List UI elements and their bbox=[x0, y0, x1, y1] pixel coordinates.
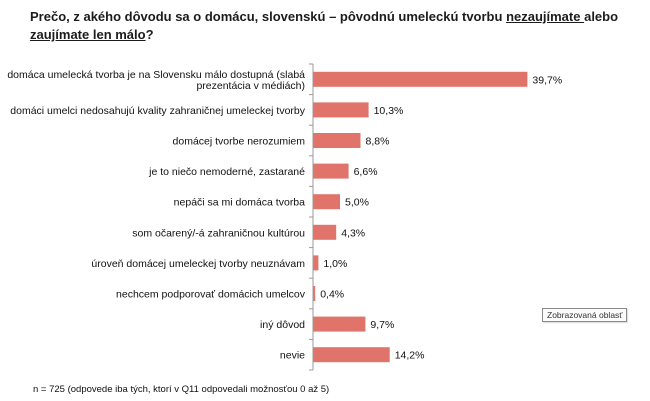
value-label-9: 14,2% bbox=[395, 350, 425, 362]
title-underlined-2: zaujímate len málo bbox=[30, 27, 146, 42]
bar-4 bbox=[313, 194, 340, 210]
category-label-8: iný dôvod bbox=[260, 319, 305, 331]
category-label-2: domácej tvorbe nerozumiem bbox=[173, 136, 306, 148]
value-label-8: 9,7% bbox=[370, 319, 394, 331]
category-label-6: úroveň domácej umeleckej tvorby neuznáva… bbox=[91, 258, 305, 270]
title-underlined-1: nezaujímate bbox=[506, 9, 585, 24]
category-label-7: nechcem podporovať domácich umelcov bbox=[116, 289, 306, 301]
bar-6 bbox=[313, 255, 319, 271]
category-label-3: je to niečo nemoderné, zastarané bbox=[148, 166, 305, 178]
value-label-3: 6,6% bbox=[354, 166, 378, 178]
category-label-0-line-1: prezentácia v médiách) bbox=[196, 80, 305, 92]
footnote: n = 725 (odpovede iba tých, ktorí v Q11 … bbox=[33, 384, 330, 395]
title-part-3: ? bbox=[145, 27, 154, 42]
bar-7 bbox=[313, 286, 316, 301]
bar-0 bbox=[313, 71, 528, 87]
category-label-0-line-0: domáca umelecká tvorba je na Slovensku m… bbox=[7, 69, 305, 81]
category-label-5: som očarený/-á zahraničnou kultúrou bbox=[132, 227, 305, 239]
bar-5 bbox=[313, 224, 337, 240]
value-label-0: 39,7% bbox=[532, 74, 562, 86]
bar-9 bbox=[313, 347, 390, 363]
tooltip: Zobrazovaná oblasť bbox=[542, 308, 628, 322]
title-part-2: alebo bbox=[584, 9, 619, 24]
chart-title: Prečo, z akého dôvodu sa o domácu, slove… bbox=[30, 8, 620, 44]
value-label-4: 5,0% bbox=[345, 197, 369, 209]
value-label-5: 4,3% bbox=[341, 227, 365, 239]
value-label-2: 8,8% bbox=[366, 136, 390, 148]
title-part-1: Prečo, z akého dôvodu sa o domácu, slove… bbox=[30, 9, 507, 24]
category-label-4: nepáči sa mi domáca tvorba bbox=[174, 197, 305, 209]
value-label-6: 1,0% bbox=[323, 258, 347, 270]
bar-3 bbox=[313, 163, 349, 179]
value-label-7: 0,4% bbox=[320, 289, 344, 301]
bar-2 bbox=[313, 133, 361, 148]
value-label-1: 10,3% bbox=[374, 105, 404, 117]
bar-1 bbox=[313, 102, 369, 118]
bar-8 bbox=[313, 316, 366, 332]
category-label-9: nevie bbox=[280, 350, 305, 362]
category-label-1: domáci umelci nedosahujú kvality zahrani… bbox=[10, 105, 305, 117]
